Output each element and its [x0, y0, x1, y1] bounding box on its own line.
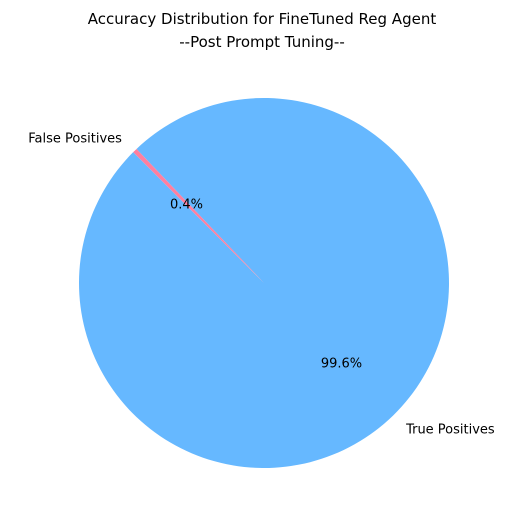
pie-slice-true-positives	[78, 98, 449, 469]
chart-title: Accuracy Distribution for FineTuned Reg …	[88, 10, 437, 28]
chart-subtitle: --Post Prompt Tuning--	[179, 33, 344, 51]
pie-slices	[78, 98, 449, 469]
pie-slice-false-positives	[133, 148, 264, 283]
pie-label-false-positives: False Positives	[28, 131, 122, 146]
pie-percent-true-positives: 99.6%	[321, 356, 362, 371]
pie-labels: True Positives 99.6% False Positives 0.4%	[28, 131, 495, 437]
pie-label-true-positives: True Positives	[405, 423, 495, 438]
pie-percent-false-positives: 0.4%	[170, 198, 203, 213]
